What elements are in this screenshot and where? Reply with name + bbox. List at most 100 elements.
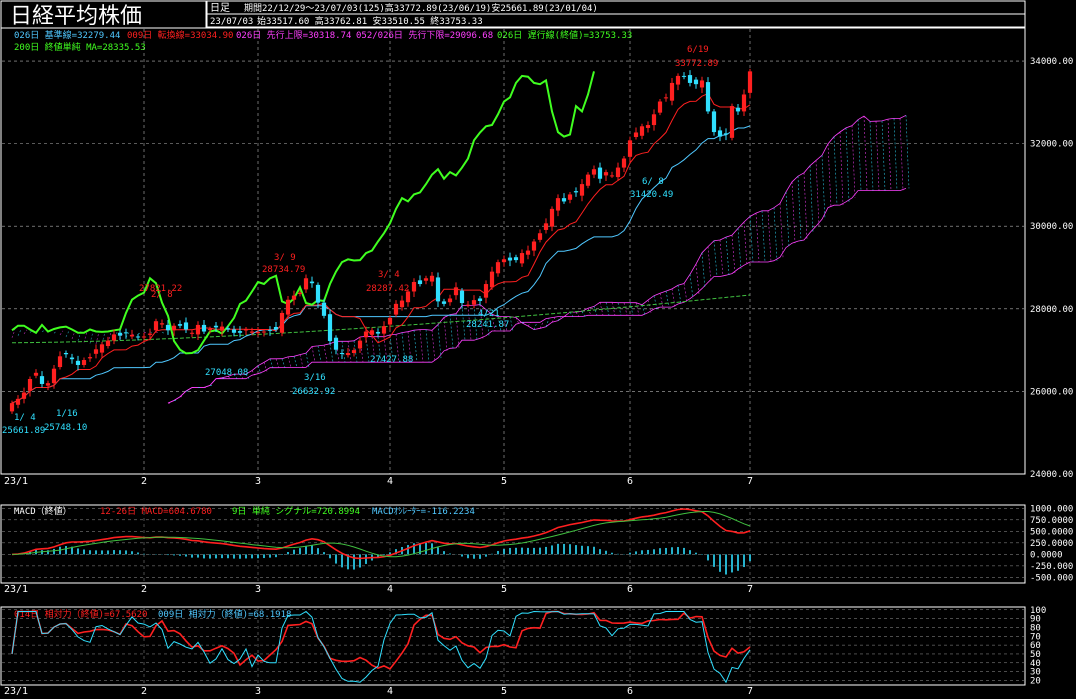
candle-body <box>381 326 387 334</box>
candle-body <box>195 324 201 335</box>
candle-body <box>399 300 405 308</box>
annotation-value: 28734.79 <box>262 265 305 275</box>
cloud-hatch <box>731 235 736 274</box>
cloud-hatch <box>773 207 778 261</box>
candle-body <box>441 301 447 304</box>
cloud-hatch <box>665 291 670 308</box>
cloud-hatch <box>785 191 790 248</box>
cloud-hatch <box>497 316 502 332</box>
cloud-hatch <box>71 331 76 340</box>
candle-body <box>285 299 291 315</box>
candle-body <box>609 175 615 177</box>
candle-body <box>63 353 69 355</box>
cloud-hatch <box>791 181 796 244</box>
candle-body <box>417 280 423 285</box>
cloud-hatch <box>863 116 868 191</box>
candle-body <box>585 174 591 186</box>
candle-body <box>333 337 339 350</box>
cloud-hatch <box>317 345 322 363</box>
rsi-y-label: 80 <box>1030 623 1041 633</box>
x-tick-label: 7 <box>747 584 753 595</box>
cloud-hatch <box>11 329 16 338</box>
x-tick-label: 6 <box>627 584 633 595</box>
cloud-hatch <box>389 334 394 363</box>
candle-body <box>237 331 243 333</box>
candle-body <box>33 372 39 376</box>
x-tick-label: 6 <box>627 686 633 697</box>
candle-body <box>597 167 603 179</box>
cloud-hatch <box>551 317 556 323</box>
cloud-hatch <box>269 358 274 368</box>
candle-body <box>411 281 417 292</box>
candle-body <box>669 82 675 101</box>
cloud-hatch <box>641 304 646 316</box>
y-tick-label: 26000.00 <box>1030 387 1073 397</box>
cloud-hatch <box>299 354 304 368</box>
candle-body <box>183 322 189 330</box>
macd-y-label: 250.0000 <box>1030 539 1073 549</box>
cloud-hatch <box>809 165 814 233</box>
cloud-hatch <box>755 213 760 263</box>
candle-body <box>717 130 723 137</box>
candle-body <box>243 329 249 331</box>
x-tick-label: 5 <box>501 584 507 595</box>
cloud-hatch <box>719 239 724 277</box>
candle-body <box>303 278 309 290</box>
candle-body <box>105 340 111 346</box>
macd-legend: 12-26日 MACD=604.6780 <box>100 506 212 517</box>
candle-body <box>477 298 483 301</box>
x-tick-label: 7 <box>747 476 753 487</box>
current-date: 23/07/03 <box>210 17 253 27</box>
rsi-panel-frame <box>0 606 1026 686</box>
rsi-y-label: 60 <box>1030 641 1041 651</box>
cloud-hatch <box>713 240 718 277</box>
candle-body <box>519 253 525 264</box>
candle-body <box>447 298 453 303</box>
annotation-date: 3/ 4 <box>378 270 400 280</box>
candle-body <box>297 292 303 294</box>
period-label: 日足 <box>210 2 230 14</box>
chikou-line <box>11 71 595 355</box>
candle-body <box>189 332 195 334</box>
legend-ma: 200日 終値単純 MA=28335.53 <box>14 41 146 53</box>
histogram-legend: MACDｵｼﾚｰﾀｰ=-116.2234 <box>372 506 475 517</box>
candle-body <box>315 284 321 303</box>
candle-body <box>267 329 273 331</box>
candle-body <box>231 329 237 333</box>
cloud-hatch <box>437 324 442 359</box>
cloud-hatch <box>341 341 346 363</box>
candle-body <box>489 271 495 288</box>
rsi-y-label: 50 <box>1030 650 1041 660</box>
cloud-hatch <box>275 358 280 368</box>
annotation-value: 25748.10 <box>44 423 87 433</box>
candle-body <box>483 284 489 298</box>
signal-legend: 9日 単純 シグナル=720.8994 <box>232 505 360 517</box>
macd-y-label: -250.000 <box>1030 562 1073 572</box>
cloud-hatch <box>287 356 292 368</box>
candle-body <box>141 336 147 338</box>
cloud-hatch <box>311 346 316 363</box>
annotation-value: 28287.42 <box>366 284 409 294</box>
cloud-hatch <box>581 311 586 317</box>
annotation-date: 4/21 <box>478 309 500 319</box>
cloud-hatch <box>461 305 466 341</box>
cloud-hatch <box>797 176 802 242</box>
macd-panel-frame <box>0 504 1026 584</box>
candle-body <box>543 223 549 230</box>
candle-body <box>393 303 399 315</box>
rsi-y-label: 30 <box>1030 668 1041 678</box>
cloud-hatch <box>683 283 688 303</box>
cloud-hatch <box>41 330 46 332</box>
cloud-hatch <box>137 332 142 334</box>
candle-body <box>549 208 555 227</box>
annotation-date: 1/16 <box>56 409 78 419</box>
annotation-value: 28241.87 <box>466 320 509 330</box>
cloud-hatch <box>881 120 886 191</box>
x-tick-label: 2 <box>141 476 147 487</box>
cloud-hatch <box>737 228 742 269</box>
cloud-hatch <box>353 340 358 363</box>
candle-body <box>711 111 717 133</box>
candle-body <box>627 140 633 157</box>
candle-body <box>663 97 669 99</box>
